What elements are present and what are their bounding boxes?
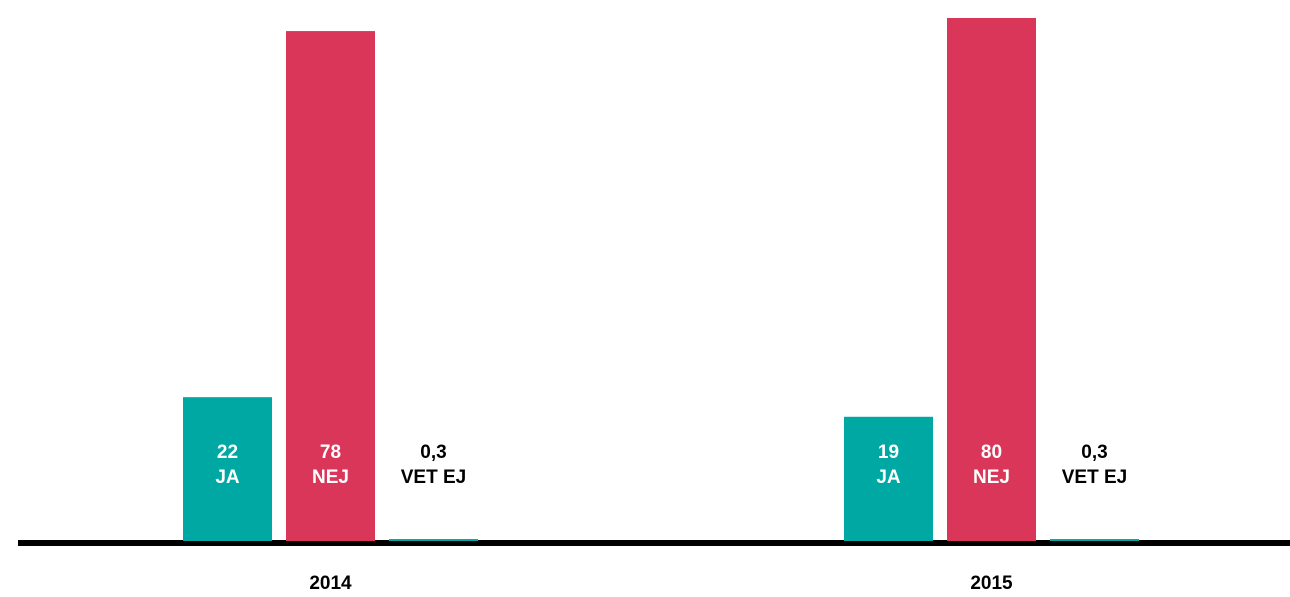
series-label: VET EJ [401, 467, 466, 488]
bar [183, 397, 272, 541]
value-label: 22 [217, 442, 238, 463]
bar [286, 31, 375, 541]
series-label: NEJ [973, 467, 1010, 488]
value-label: 19 [878, 442, 899, 463]
value-label: 80 [981, 442, 1002, 463]
series-label: VET EJ [1062, 467, 1127, 488]
bar [844, 416, 933, 541]
series-label: JA [215, 467, 240, 488]
bar [389, 539, 478, 541]
value-label: 0,3 [1081, 442, 1107, 463]
value-label: 78 [320, 442, 341, 463]
series-label: NEJ [312, 467, 349, 488]
series-label: JA [876, 467, 901, 488]
x-tick-label: 2014 [309, 573, 352, 594]
value-label: 0,3 [420, 442, 446, 463]
x-tick-label: 2015 [970, 573, 1013, 594]
bar [1050, 539, 1139, 541]
bar [947, 18, 1036, 541]
baseline [18, 540, 1290, 546]
